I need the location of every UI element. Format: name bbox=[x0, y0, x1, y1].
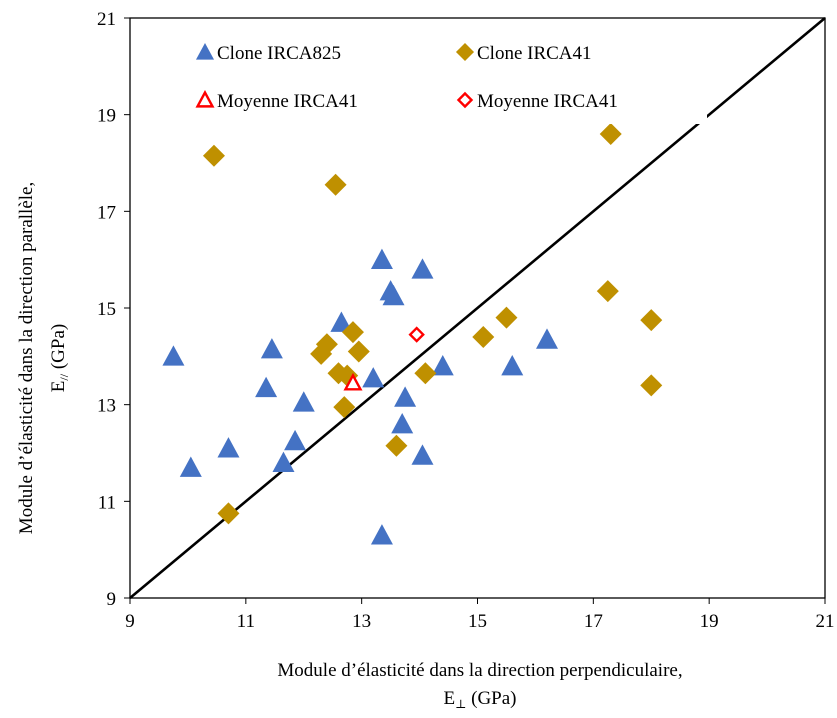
x-tick-label: 17 bbox=[584, 611, 603, 632]
legend-background bbox=[183, 28, 707, 124]
legend-item: Clone IRCA41 bbox=[455, 42, 592, 64]
y-axis-label-line1: Module d’élasticité dans la direction pa… bbox=[16, 182, 37, 534]
legend-marker bbox=[195, 89, 215, 108]
x-tick-label: 21 bbox=[816, 611, 835, 632]
reference-line bbox=[129, 17, 826, 599]
data-point bbox=[362, 367, 385, 388]
data-point bbox=[411, 444, 434, 465]
series-2 bbox=[343, 372, 363, 391]
legend-label: Clone IRCA825 bbox=[217, 43, 341, 64]
series-1 bbox=[202, 123, 663, 525]
data-point bbox=[501, 355, 524, 376]
data-point bbox=[272, 451, 295, 473]
data-point bbox=[382, 284, 405, 306]
y-tick-label: 11 bbox=[98, 492, 116, 513]
legend-marker bbox=[456, 91, 474, 109]
tick-labels-layer: 9 11 13 15 17 19 21 9 11 13 15 17 19 21 bbox=[97, 9, 835, 632]
data-point bbox=[370, 524, 393, 545]
legend-item: Clone IRCA825 bbox=[195, 42, 341, 64]
data-point bbox=[162, 345, 185, 366]
data-point bbox=[341, 321, 364, 344]
data-point bbox=[330, 311, 353, 332]
data-point bbox=[315, 333, 338, 356]
series-0 bbox=[162, 248, 558, 545]
y-tick-label: 17 bbox=[97, 202, 116, 223]
legend-label: Moyenne IRCA41 bbox=[477, 91, 618, 112]
data-point bbox=[324, 173, 347, 196]
y-tick-label: 21 bbox=[97, 9, 116, 30]
x-tick-label: 11 bbox=[237, 611, 255, 632]
data-point bbox=[260, 338, 283, 359]
legend-item: Moyenne IRCA41 bbox=[456, 91, 618, 112]
data-point bbox=[255, 376, 278, 398]
data-point bbox=[640, 374, 663, 397]
data-point bbox=[536, 328, 558, 349]
data-point bbox=[495, 306, 518, 329]
data-point bbox=[599, 123, 622, 145]
legend-label: Clone IRCA41 bbox=[477, 43, 592, 64]
data-point bbox=[217, 437, 240, 458]
y-axis-label-line2: E// (GPa) bbox=[48, 324, 71, 392]
x-tick-label: 13 bbox=[352, 611, 371, 632]
data-point bbox=[391, 413, 414, 434]
data-point bbox=[472, 326, 495, 348]
data-point bbox=[347, 340, 370, 363]
series-3 bbox=[408, 326, 425, 343]
data-point bbox=[333, 396, 356, 419]
x-axis-label-line2: E⊥ (GPa) bbox=[443, 688, 516, 711]
data-point bbox=[179, 456, 202, 477]
x-axis-label-line1: Module d’élasticité dans la direction pe… bbox=[277, 660, 682, 681]
data-point bbox=[202, 144, 225, 167]
y-tick-label: 9 bbox=[107, 589, 117, 610]
data-point bbox=[370, 248, 393, 270]
data-point bbox=[394, 386, 417, 407]
legend-marker bbox=[195, 42, 215, 60]
reference-line-layer bbox=[129, 17, 826, 599]
legend-label: Moyenne IRCA41 bbox=[217, 91, 358, 112]
y-tick-label: 13 bbox=[97, 396, 116, 417]
data-point bbox=[414, 362, 437, 385]
x-tick-label: 9 bbox=[125, 611, 135, 632]
data-point bbox=[217, 502, 240, 525]
data-point bbox=[596, 280, 619, 303]
x-tick-label: 19 bbox=[700, 611, 719, 632]
data-point bbox=[343, 372, 363, 391]
data-point bbox=[284, 429, 307, 451]
data-points-layer bbox=[162, 123, 663, 545]
data-point bbox=[640, 309, 663, 332]
legend-item: Moyenne IRCA41 bbox=[195, 89, 358, 112]
y-tick-label: 15 bbox=[97, 299, 116, 320]
data-point bbox=[408, 326, 425, 343]
data-point bbox=[292, 391, 315, 412]
legend-marker bbox=[455, 42, 475, 62]
x-tick-label: 15 bbox=[468, 611, 487, 632]
data-point bbox=[431, 355, 454, 376]
data-point bbox=[385, 434, 408, 457]
y-tick-label: 19 bbox=[97, 106, 116, 127]
data-point bbox=[411, 258, 434, 279]
legend: Clone IRCA825 Clone IRCA41 Moyenne IRCA41 M… bbox=[183, 28, 707, 124]
